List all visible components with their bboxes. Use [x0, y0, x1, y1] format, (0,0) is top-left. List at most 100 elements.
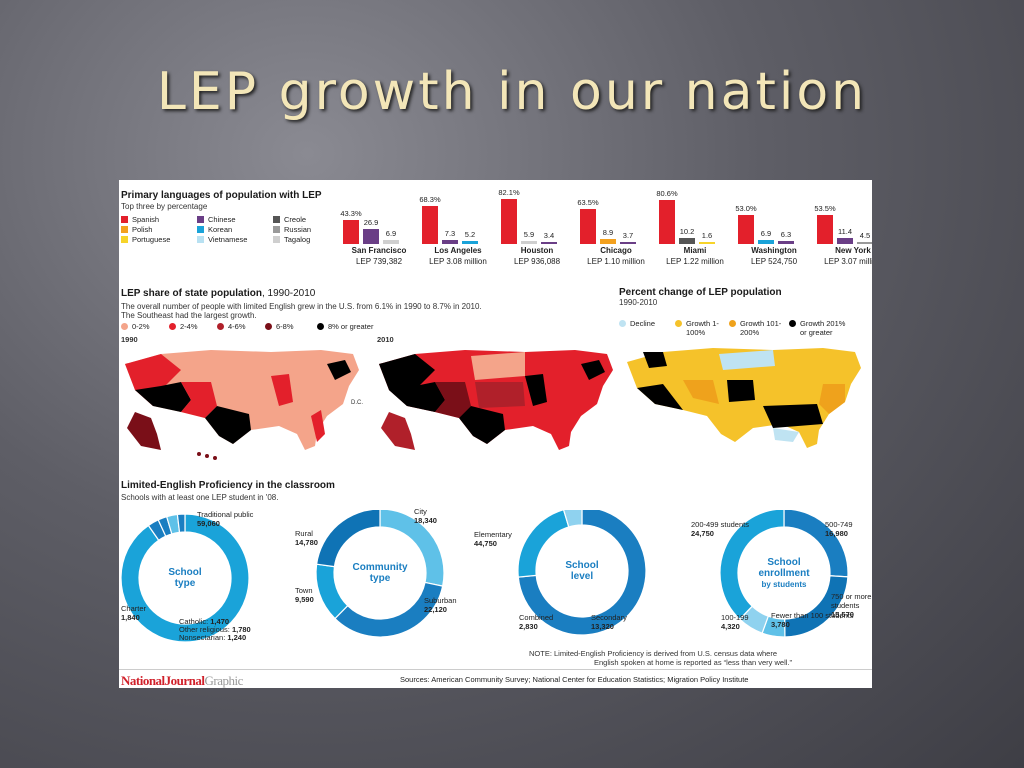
donut-label: City 18,340 — [414, 507, 437, 525]
city-group: 53.0% 6.9 6.3 Washington LEP 524,750 — [734, 191, 814, 266]
donut-label: 200-499 students 24,750 — [691, 520, 749, 538]
share-legend-item: 0-2% — [121, 322, 150, 331]
legend-item-korean: Korean — [197, 225, 232, 234]
label-text: Combined — [519, 613, 554, 622]
map-2010 — [379, 350, 613, 450]
center-line: School — [168, 567, 202, 578]
bar — [857, 241, 872, 244]
legend-label: 2-4% — [180, 322, 198, 331]
languages-title: Primary languages of population with LEP — [121, 190, 322, 201]
legend-label: 4-6% — [228, 322, 246, 331]
donut-label: Combined 2,830 — [519, 613, 553, 631]
map-year-1990: 1990 — [121, 335, 138, 344]
state-share-subtitle-2: The Southeast had the largest growth. — [121, 311, 257, 320]
legend-swatch — [729, 320, 736, 327]
change-legend-item: Growth 1-100% — [675, 319, 729, 337]
bar-label: 1.6 — [701, 231, 713, 240]
donut-center-label: School enrollment by students — [739, 557, 829, 590]
label-text: Fewer than 100 students — [771, 611, 854, 620]
donut-label: 500-749 16,980 — [825, 520, 853, 538]
city-group: 53.5% 11.4 4.5 New York LEP 3.07 million — [813, 191, 872, 266]
city-group: 80.6% 10.2 1.6 Miami LEP 1.22 million — [655, 189, 735, 266]
share-legend-item: 4-6% — [217, 322, 246, 331]
label-text: 500-749 — [825, 520, 853, 529]
state-share-title: LEP share of state population, 1990-2010 — [121, 288, 316, 299]
legend-label: 8% or greater — [328, 322, 374, 331]
label-text: 200-499 students — [691, 520, 749, 529]
label-value: 2,830 — [519, 622, 538, 631]
center-line: School — [767, 556, 801, 568]
bar — [541, 242, 557, 244]
city-name: San Francisco — [351, 246, 407, 255]
bar-label: 5.9 — [523, 229, 535, 239]
note-line-2: English spoken at home is reported as “l… — [594, 658, 793, 667]
legend-item-spanish: Spanish — [121, 215, 159, 224]
label-value: 24,750 — [691, 529, 714, 538]
legend-item-vietnamese: Vietnamese — [197, 235, 247, 244]
bar-label: 10.2 — [679, 227, 695, 237]
label-value: 3,780 — [771, 620, 790, 629]
donut-label: Elementary 44,750 — [474, 530, 512, 548]
legend-swatch — [197, 216, 204, 223]
donut-label: Town 9,590 — [295, 586, 314, 604]
label-text: Elementary — [474, 530, 512, 539]
bar — [659, 199, 675, 244]
bar — [521, 240, 537, 244]
label-text: Catholic: — [179, 617, 211, 626]
bar — [817, 214, 833, 244]
legend-label: Spanish — [132, 215, 160, 224]
bar-label: 6.9 — [760, 229, 772, 239]
label-value: 14,780 — [295, 538, 318, 547]
legend-swatch — [273, 216, 280, 223]
city-population: LEP 524,750 — [750, 257, 798, 266]
donut-slice — [315, 510, 381, 568]
legend-label: Tagalog — [284, 235, 311, 244]
legend-swatch — [675, 320, 682, 327]
city-population: LEP 936,088 — [513, 257, 561, 266]
legend-item-chinese: Chinese — [197, 215, 236, 224]
center-line: by students — [761, 579, 807, 589]
bar — [778, 240, 794, 244]
legend-swatch — [121, 226, 128, 233]
legend-label: 6-8% — [276, 322, 294, 331]
bar — [363, 229, 379, 244]
bar — [620, 241, 636, 244]
map-year-2010: 2010 — [377, 335, 394, 344]
legend-label: Creole — [284, 215, 307, 224]
city-name: Los Angeles — [434, 246, 482, 255]
bar-label: 53.0% — [735, 203, 757, 213]
donut-label: 100-199 4,320 — [721, 613, 749, 631]
share-legend-item: 8% or greater — [317, 322, 373, 331]
bar-label: 68.3% — [419, 195, 441, 205]
legend-label: Growth 101-200% — [740, 319, 782, 337]
label-value: 59,060 — [197, 519, 220, 528]
bar — [699, 242, 715, 244]
donut-center-label: School type — [140, 567, 230, 589]
city-group: 43.3% 26.9 6.9 San Francisco LEP 739,382 — [339, 191, 419, 266]
legend-item-portuguese: Portuguese — [121, 235, 170, 244]
legend-item-tagalog: Tagalog — [273, 235, 310, 244]
donut-label: Nonsectarian: 1,240 — [179, 633, 246, 642]
note-line-1: NOTE: Limited-English Proficiency is der… — [529, 649, 778, 658]
bar — [343, 220, 359, 244]
legend-label: Polish — [132, 225, 153, 234]
center-line: type — [369, 573, 391, 584]
donut-label: Traditional public 59,060 — [197, 510, 253, 528]
share-legend-item: 6-8% — [265, 322, 294, 331]
donut-slice — [517, 510, 647, 636]
city-population: LEP 739,382 — [355, 257, 403, 266]
bar-label: 7.3 — [444, 229, 456, 238]
legend-label: Russian — [284, 225, 312, 234]
state-share-subtitle-1: The overall number of people with limite… — [121, 302, 482, 311]
bar-label: 6.9 — [385, 229, 397, 239]
bar-label: 5.2 — [464, 230, 476, 240]
donut-center-label: School level — [537, 560, 627, 582]
bar-label: 82.1% — [498, 187, 520, 197]
donut-label: Suburban 22,120 — [424, 596, 457, 614]
donut-slice — [176, 513, 186, 533]
donut-slice — [517, 510, 570, 578]
legend-swatch — [197, 236, 204, 243]
bar — [422, 206, 438, 244]
legend-label: Decline — [630, 319, 656, 328]
bar-label: 63.5% — [577, 198, 599, 208]
